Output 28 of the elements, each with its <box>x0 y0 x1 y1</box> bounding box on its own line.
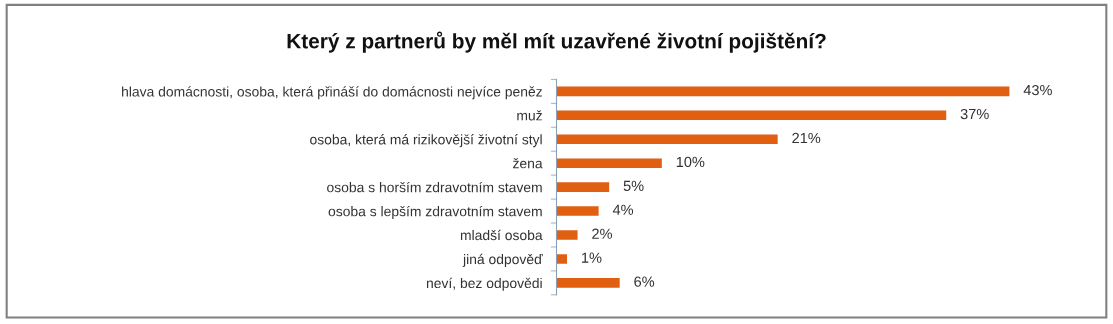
data-label: 37% <box>960 108 989 120</box>
data-label: 21% <box>792 132 821 144</box>
data-label: 43% <box>1023 84 1052 96</box>
y-tick-label: hlava domácnosti, osoba, která přináší do domácnosti nejvíce peněz <box>122 86 542 100</box>
data-label: 1% <box>582 252 602 263</box>
y-tick-label: jiná odpověď <box>462 253 543 267</box>
y-tick-label: osoba, která má rizikovější životní styl <box>310 134 542 148</box>
bar <box>556 278 620 288</box>
y-tick-label: žena <box>513 158 543 169</box>
bar <box>556 206 599 216</box>
bar <box>556 86 1010 97</box>
bar <box>556 182 610 192</box>
bar <box>556 230 578 240</box>
y-tick-label: neví, bez odpovědi <box>426 277 542 291</box>
data-label: 10% <box>676 156 705 168</box>
bar <box>556 158 662 168</box>
chart-title: Který z partnerů by měl mít uzavřené životní pojištění? <box>287 31 826 53</box>
data-label: 5% <box>623 180 644 192</box>
data-label: 2% <box>592 228 613 239</box>
bar <box>556 110 947 121</box>
y-tick-label: muž <box>517 110 542 121</box>
y-tick-label: mladší osoba <box>460 229 543 241</box>
y-tick-label: osoba s horším zdravotním stavem <box>327 181 542 193</box>
y-tick-label: osoba s lepším zdravotním stavem <box>328 205 542 220</box>
bar <box>556 134 778 145</box>
data-label: 4% <box>612 204 634 215</box>
data-label: 6% <box>634 276 655 287</box>
bar <box>556 254 568 264</box>
